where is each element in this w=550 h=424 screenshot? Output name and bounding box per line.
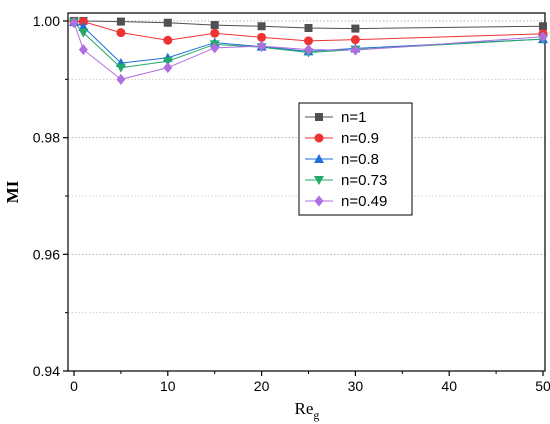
marker-triangle-down xyxy=(162,57,173,67)
marker-triangle-down xyxy=(78,28,89,38)
legend-entry: n=0.49 xyxy=(341,193,387,210)
legend-entry: n=0.73 xyxy=(341,172,387,189)
marker-diamond xyxy=(69,17,79,29)
legend-entry: n=1 xyxy=(341,109,366,126)
series-n=0.49 xyxy=(69,17,548,85)
marker-diamond xyxy=(538,31,548,43)
marker-diamond xyxy=(163,62,173,74)
marker-square xyxy=(539,22,547,31)
marker-square xyxy=(304,24,313,32)
marker-triangle-up xyxy=(314,154,324,163)
x-tick-label: 0 xyxy=(70,378,78,394)
marker-square xyxy=(257,22,266,31)
x-axis-title-main: Re xyxy=(295,399,314,418)
x-axis-title: Reg xyxy=(295,399,320,422)
axis-ticks: 0.94 0.96 0.98 1.00 0 10 20 30 40 50 xyxy=(33,13,550,394)
marker-diamond xyxy=(314,195,324,207)
marker-square xyxy=(163,18,172,27)
x-tick-label: 30 xyxy=(348,378,364,394)
marker-diamond xyxy=(210,42,220,54)
marker-square xyxy=(351,24,360,33)
marker-diamond xyxy=(304,44,313,56)
marker-diamond xyxy=(350,44,360,56)
marker-diamond xyxy=(78,44,88,56)
x-tick-label: 40 xyxy=(441,378,457,394)
marker-triangle-down xyxy=(314,176,324,185)
marker-circle xyxy=(78,17,88,27)
x-tick-label: 20 xyxy=(254,378,270,394)
legend-entry: n=0.9 xyxy=(341,130,379,147)
marker-diamond xyxy=(116,73,126,85)
x-tick-label: 50 xyxy=(535,378,550,394)
y-tick-label: 0.98 xyxy=(33,130,60,146)
plot-frame xyxy=(67,12,546,372)
series-group xyxy=(69,17,548,85)
series-n=1 xyxy=(70,17,547,33)
y-axis-title: MI xyxy=(3,180,22,203)
marker-circle xyxy=(116,28,126,38)
marker-triangle-down xyxy=(115,63,126,73)
marker-circle xyxy=(314,133,324,143)
x-axis-title-subscript: g xyxy=(313,408,319,422)
marker-square xyxy=(315,113,323,121)
marker-circle xyxy=(350,35,360,45)
marker-circle xyxy=(163,35,173,45)
marker-square xyxy=(116,17,125,26)
marker-square xyxy=(210,21,219,30)
y-tick-label: 1.00 xyxy=(33,13,60,29)
y-tick-label: 0.96 xyxy=(33,246,60,262)
marker-circle xyxy=(304,36,313,46)
x-tick-label: 10 xyxy=(160,378,176,394)
marker-circle xyxy=(210,28,220,38)
legend: n=1 n=0.9 n=0.8 n=0.73 n=0.49 xyxy=(298,102,413,216)
y-tick-label: 0.94 xyxy=(33,363,60,379)
marker-diamond xyxy=(257,40,267,52)
legend-entry: n=0.8 xyxy=(341,151,379,168)
marker-circle xyxy=(257,32,267,42)
marker-triangle-up xyxy=(78,21,89,31)
